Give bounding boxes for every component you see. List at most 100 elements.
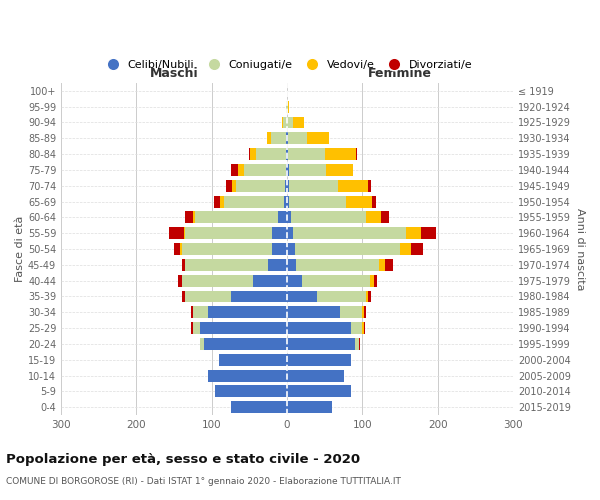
Bar xyxy=(287,164,353,176)
Bar xyxy=(287,212,389,224)
Text: Femmine: Femmine xyxy=(368,66,432,80)
Bar xyxy=(208,370,287,382)
Bar xyxy=(230,402,287,413)
Bar xyxy=(232,180,287,192)
Bar xyxy=(286,100,287,112)
Bar xyxy=(182,274,287,286)
Text: Maschi: Maschi xyxy=(150,66,199,80)
Bar xyxy=(287,354,351,366)
Bar xyxy=(287,259,385,271)
Bar xyxy=(287,212,366,224)
Bar xyxy=(287,180,371,192)
Bar xyxy=(287,290,371,302)
Bar xyxy=(287,243,422,255)
Bar xyxy=(287,243,412,255)
Bar xyxy=(256,148,287,160)
Bar xyxy=(287,116,304,128)
Bar xyxy=(287,164,289,176)
Bar xyxy=(272,243,287,255)
Text: COMUNE DI BORGOROSE (RI) - Dati ISTAT 1° gennaio 2020 - Elaborazione TUTTITALIA.: COMUNE DI BORGOROSE (RI) - Dati ISTAT 1°… xyxy=(6,478,401,486)
Bar xyxy=(287,148,356,160)
Bar xyxy=(287,100,289,112)
Bar xyxy=(180,243,287,255)
Bar xyxy=(287,354,351,366)
Bar xyxy=(287,196,289,207)
Bar xyxy=(178,274,287,286)
Bar xyxy=(287,370,344,382)
Bar xyxy=(287,274,302,286)
Bar xyxy=(287,180,368,192)
Bar xyxy=(230,402,287,413)
Bar xyxy=(182,243,287,255)
Bar xyxy=(286,164,287,176)
Bar xyxy=(193,212,287,224)
Bar xyxy=(287,243,295,255)
Bar xyxy=(287,322,365,334)
Bar xyxy=(287,338,359,350)
Bar xyxy=(184,228,287,239)
Bar xyxy=(185,259,287,271)
Bar xyxy=(268,132,287,144)
Bar xyxy=(287,306,362,318)
Bar xyxy=(250,148,287,160)
Bar xyxy=(219,354,287,366)
Bar xyxy=(204,338,287,350)
Bar xyxy=(287,274,374,286)
Bar xyxy=(182,259,287,271)
Bar xyxy=(287,132,329,144)
Bar xyxy=(230,402,287,413)
Bar xyxy=(286,100,287,112)
Bar xyxy=(191,306,287,318)
Bar xyxy=(287,386,351,398)
Bar xyxy=(287,322,364,334)
Bar xyxy=(185,290,287,302)
Bar xyxy=(195,212,287,224)
Bar xyxy=(287,274,370,286)
Bar xyxy=(287,274,377,286)
Bar xyxy=(272,228,287,239)
Bar xyxy=(287,306,340,318)
Bar xyxy=(248,148,287,160)
Bar xyxy=(219,354,287,366)
Bar xyxy=(193,322,287,334)
Bar xyxy=(287,338,359,350)
Bar xyxy=(284,196,287,207)
Bar xyxy=(287,180,338,192)
Bar xyxy=(215,386,287,398)
Bar xyxy=(287,338,360,350)
Bar xyxy=(286,100,287,112)
Bar xyxy=(287,164,353,176)
Bar xyxy=(287,386,351,398)
Bar xyxy=(287,228,293,239)
Bar xyxy=(287,386,351,398)
Bar xyxy=(287,386,351,398)
Y-axis label: Anni di nascita: Anni di nascita xyxy=(575,208,585,290)
Text: Popolazione per età, sesso e stato civile - 2020: Popolazione per età, sesso e stato civil… xyxy=(6,452,360,466)
Bar xyxy=(215,386,287,398)
Bar xyxy=(287,196,372,207)
Bar xyxy=(287,243,400,255)
Bar xyxy=(287,290,366,302)
Bar xyxy=(268,259,287,271)
Bar xyxy=(287,322,362,334)
Bar xyxy=(287,370,344,382)
Bar xyxy=(287,322,351,334)
Bar xyxy=(278,212,287,224)
Bar xyxy=(283,116,287,128)
Bar xyxy=(185,212,287,224)
Bar xyxy=(200,338,287,350)
Bar xyxy=(282,116,287,128)
Bar xyxy=(220,196,287,207)
Bar xyxy=(208,370,287,382)
Bar xyxy=(271,132,287,144)
Legend: Celibi/Nubili, Coniugati/e, Vedovi/e, Divorziati/e: Celibi/Nubili, Coniugati/e, Vedovi/e, Di… xyxy=(97,56,477,74)
Bar xyxy=(287,259,392,271)
Bar xyxy=(287,259,296,271)
Bar xyxy=(287,116,304,128)
Bar xyxy=(286,132,287,144)
Bar xyxy=(287,402,332,413)
Bar xyxy=(287,116,293,128)
Bar xyxy=(287,354,351,366)
Bar xyxy=(215,386,287,398)
Bar xyxy=(287,259,379,271)
